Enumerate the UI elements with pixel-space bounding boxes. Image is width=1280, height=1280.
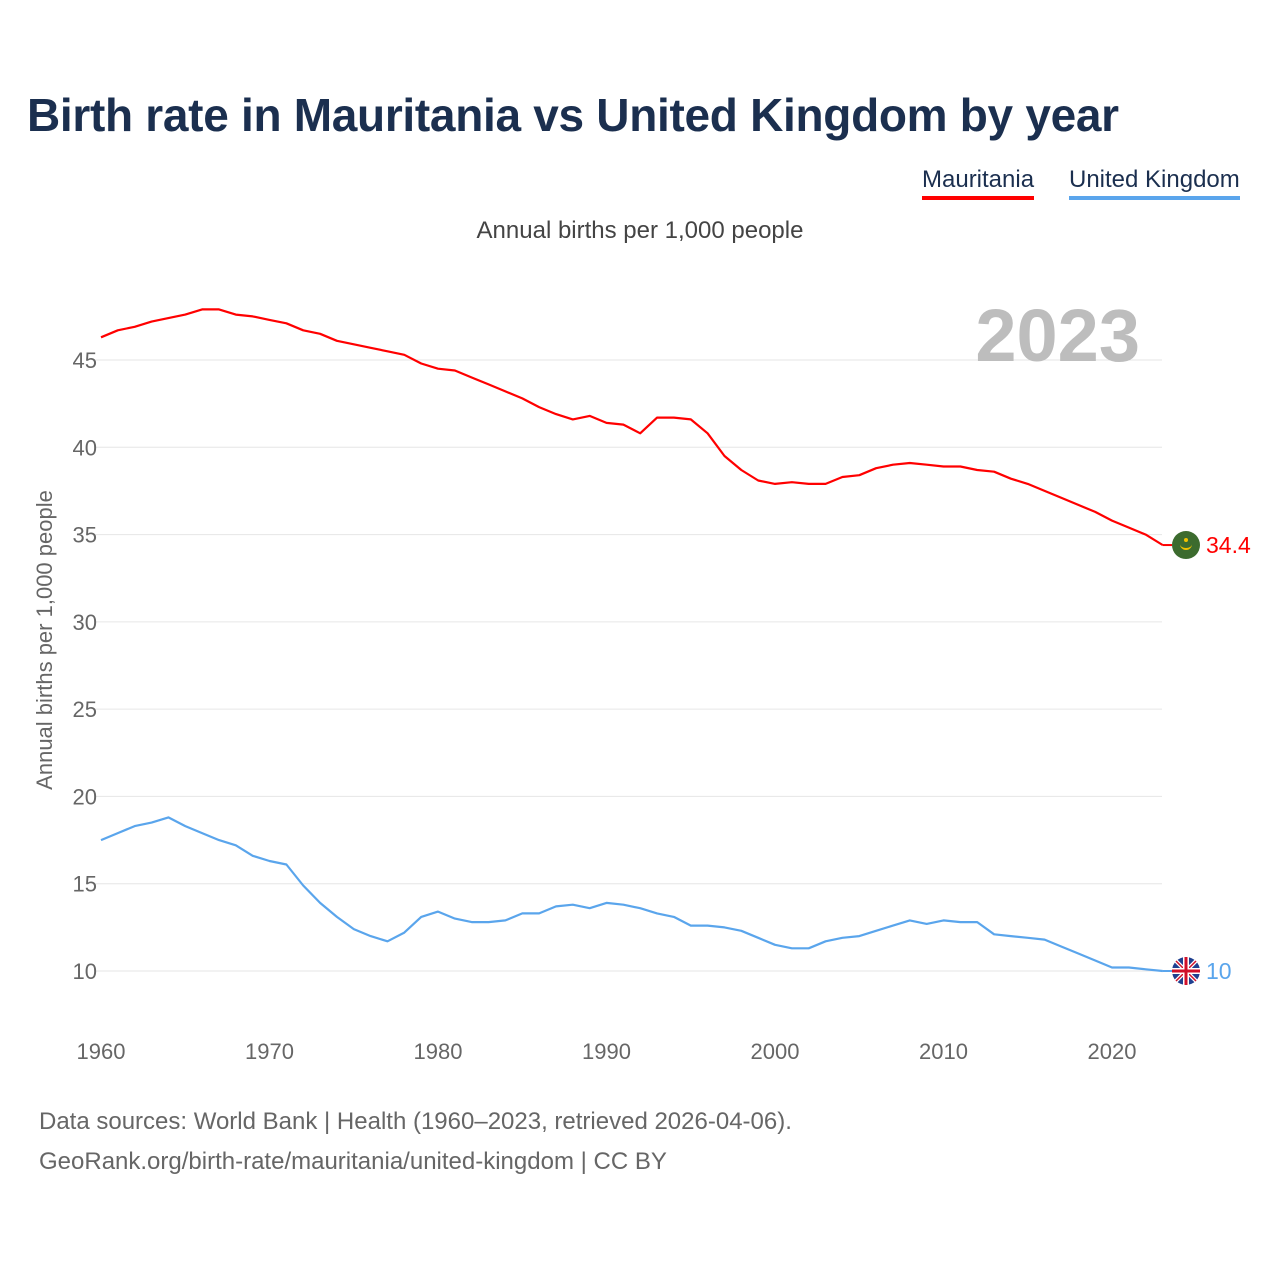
legend-item-united-kingdom[interactable]: United Kingdom — [1069, 166, 1240, 200]
x-tick-label: 1980 — [414, 1039, 463, 1064]
y-tick-label: 30 — [73, 610, 97, 635]
x-tick-label: 2000 — [751, 1039, 800, 1064]
x-tick-label: 1970 — [245, 1039, 294, 1064]
y-tick-label: 10 — [73, 959, 97, 984]
legend-item-mauritania[interactable]: Mauritania — [922, 166, 1035, 200]
y-tick-label: 40 — [73, 435, 97, 460]
series-line-mauritania — [100, 308, 1164, 546]
flag-cross-red — [1172, 957, 1200, 985]
y-tick-label: 15 — [73, 872, 97, 897]
crescent-icon — [1180, 544, 1192, 551]
y-tick-label: 20 — [73, 784, 97, 809]
star-icon — [1184, 538, 1188, 543]
x-tick-label: 2020 — [1088, 1039, 1137, 1064]
end-value-label: 10 — [1206, 958, 1232, 984]
y-tick-label: 45 — [73, 348, 97, 373]
y-axis-label: Annual births per 1,000 people — [32, 490, 57, 790]
chart-subtitle: Annual births per 1,000 people — [476, 217, 804, 244]
footer-url[interactable]: GeoRank.org/birth-rate/mauritania/united… — [39, 1148, 667, 1175]
footer-sources: Data sources: World Bank | Health (1960–… — [39, 1108, 792, 1135]
x-tick-label: 2010 — [919, 1039, 968, 1064]
y-tick-label: 35 — [73, 523, 97, 548]
end-value-label: 34.4 — [1206, 532, 1251, 558]
year-label: 2023 — [975, 294, 1140, 377]
mauritania-flag-icon — [1172, 531, 1200, 560]
chart-title: Birth rate in Mauritania vs United Kingd… — [27, 89, 1119, 141]
x-tick-label: 1960 — [77, 1039, 126, 1064]
x-tick-label: 1990 — [582, 1039, 631, 1064]
y-tick-label: 25 — [73, 697, 97, 722]
series-line-united-kingdom — [100, 816, 1163, 973]
